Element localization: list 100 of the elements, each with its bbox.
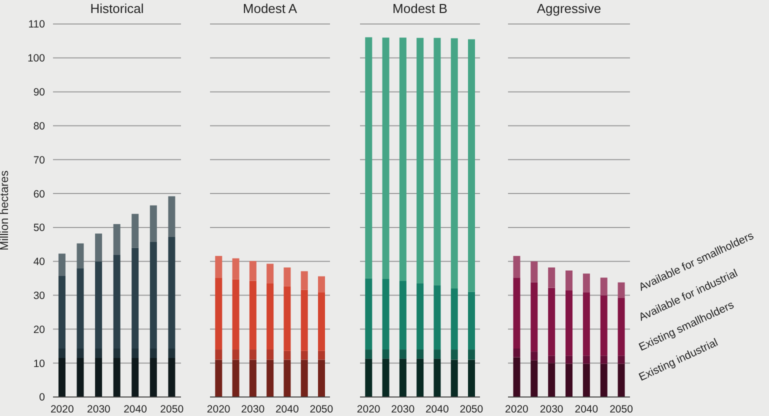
y-tick-label: 40 xyxy=(33,256,46,268)
bar xyxy=(513,278,520,349)
bar xyxy=(600,278,608,296)
chart-title: Historical xyxy=(89,0,145,18)
x-tick-label: 2030 xyxy=(391,403,415,416)
bar xyxy=(150,348,157,358)
bar xyxy=(582,364,590,397)
x-tick-label: 2020 xyxy=(50,403,74,416)
x-tick-label: 2030 xyxy=(540,403,564,416)
bar xyxy=(300,271,308,290)
bar xyxy=(530,282,538,352)
bar xyxy=(530,360,538,397)
bar xyxy=(416,358,424,397)
bar xyxy=(215,278,222,350)
bar xyxy=(416,283,424,350)
bar xyxy=(113,224,120,255)
bar xyxy=(416,350,424,359)
x-tick-label: 2040 xyxy=(425,403,449,416)
bar xyxy=(266,350,274,360)
x-tick-label: 2050 xyxy=(310,403,334,416)
bar xyxy=(132,248,139,349)
bar xyxy=(382,278,390,350)
bar xyxy=(95,348,102,358)
bar xyxy=(168,236,176,349)
bar xyxy=(382,38,390,279)
y-tick-label: 60 xyxy=(33,188,46,200)
bar xyxy=(318,292,325,351)
bar xyxy=(249,350,256,360)
bar xyxy=(365,350,372,359)
bar xyxy=(58,276,66,349)
x-tick-label: 2040 xyxy=(275,403,299,416)
bar xyxy=(95,234,102,262)
bar xyxy=(58,254,66,276)
bar xyxy=(76,348,84,358)
bar xyxy=(76,268,84,349)
bar xyxy=(566,270,573,291)
bar xyxy=(76,358,84,397)
bar xyxy=(530,352,538,360)
bar xyxy=(399,281,406,350)
bar xyxy=(150,242,157,349)
bar xyxy=(468,350,475,360)
bar xyxy=(284,360,291,397)
bar xyxy=(168,196,176,237)
bar xyxy=(232,360,240,397)
x-tick-label: 2020 xyxy=(356,403,380,416)
bar xyxy=(434,358,441,397)
bar xyxy=(600,356,608,364)
y-tick-label: 30 xyxy=(33,290,46,302)
bar xyxy=(168,358,176,397)
bar xyxy=(284,286,291,351)
x-tick-label: 2040 xyxy=(574,403,598,416)
bar xyxy=(468,360,475,397)
y-tick-label: 20 xyxy=(33,324,46,336)
bar xyxy=(600,295,608,356)
bar xyxy=(95,261,102,349)
y-tick-label: 50 xyxy=(33,222,46,234)
bar xyxy=(382,350,390,359)
bar xyxy=(382,358,390,397)
x-tick-label: 2020 xyxy=(206,403,230,416)
y-tick-label: 0 xyxy=(39,392,46,404)
bar xyxy=(132,214,139,248)
bar xyxy=(318,360,325,397)
bar xyxy=(582,356,590,364)
bar xyxy=(582,292,590,356)
bar xyxy=(300,290,308,351)
bar xyxy=(416,38,424,284)
bar xyxy=(168,348,176,358)
y-tick-label: 70 xyxy=(33,154,46,166)
bar xyxy=(399,38,406,282)
bar xyxy=(365,278,372,350)
bar xyxy=(215,350,222,360)
bar xyxy=(582,274,590,293)
y-tick-label: 10 xyxy=(33,358,46,370)
bar xyxy=(113,358,120,397)
bar xyxy=(450,288,458,350)
x-tick-label: 2050 xyxy=(460,403,484,416)
bar xyxy=(266,283,274,350)
bar xyxy=(530,261,538,282)
bar xyxy=(399,358,406,397)
bar xyxy=(468,292,475,350)
x-tick-label: 2040 xyxy=(124,403,148,416)
chart-title: Aggressive xyxy=(536,0,602,18)
bar xyxy=(249,360,256,397)
bar xyxy=(300,360,308,397)
bar xyxy=(566,290,573,356)
bar xyxy=(249,280,256,350)
bar xyxy=(215,256,222,278)
bar xyxy=(113,254,120,349)
x-tick-label: 2030 xyxy=(87,403,111,416)
bar xyxy=(618,364,625,397)
bar xyxy=(365,37,372,278)
bar xyxy=(58,358,66,397)
bar xyxy=(468,39,475,292)
bar xyxy=(365,358,372,397)
bar xyxy=(266,360,274,397)
bar xyxy=(513,348,520,358)
bar xyxy=(249,261,256,281)
bar xyxy=(618,282,625,298)
x-tick-label: 2020 xyxy=(505,403,529,416)
bar xyxy=(150,205,157,242)
